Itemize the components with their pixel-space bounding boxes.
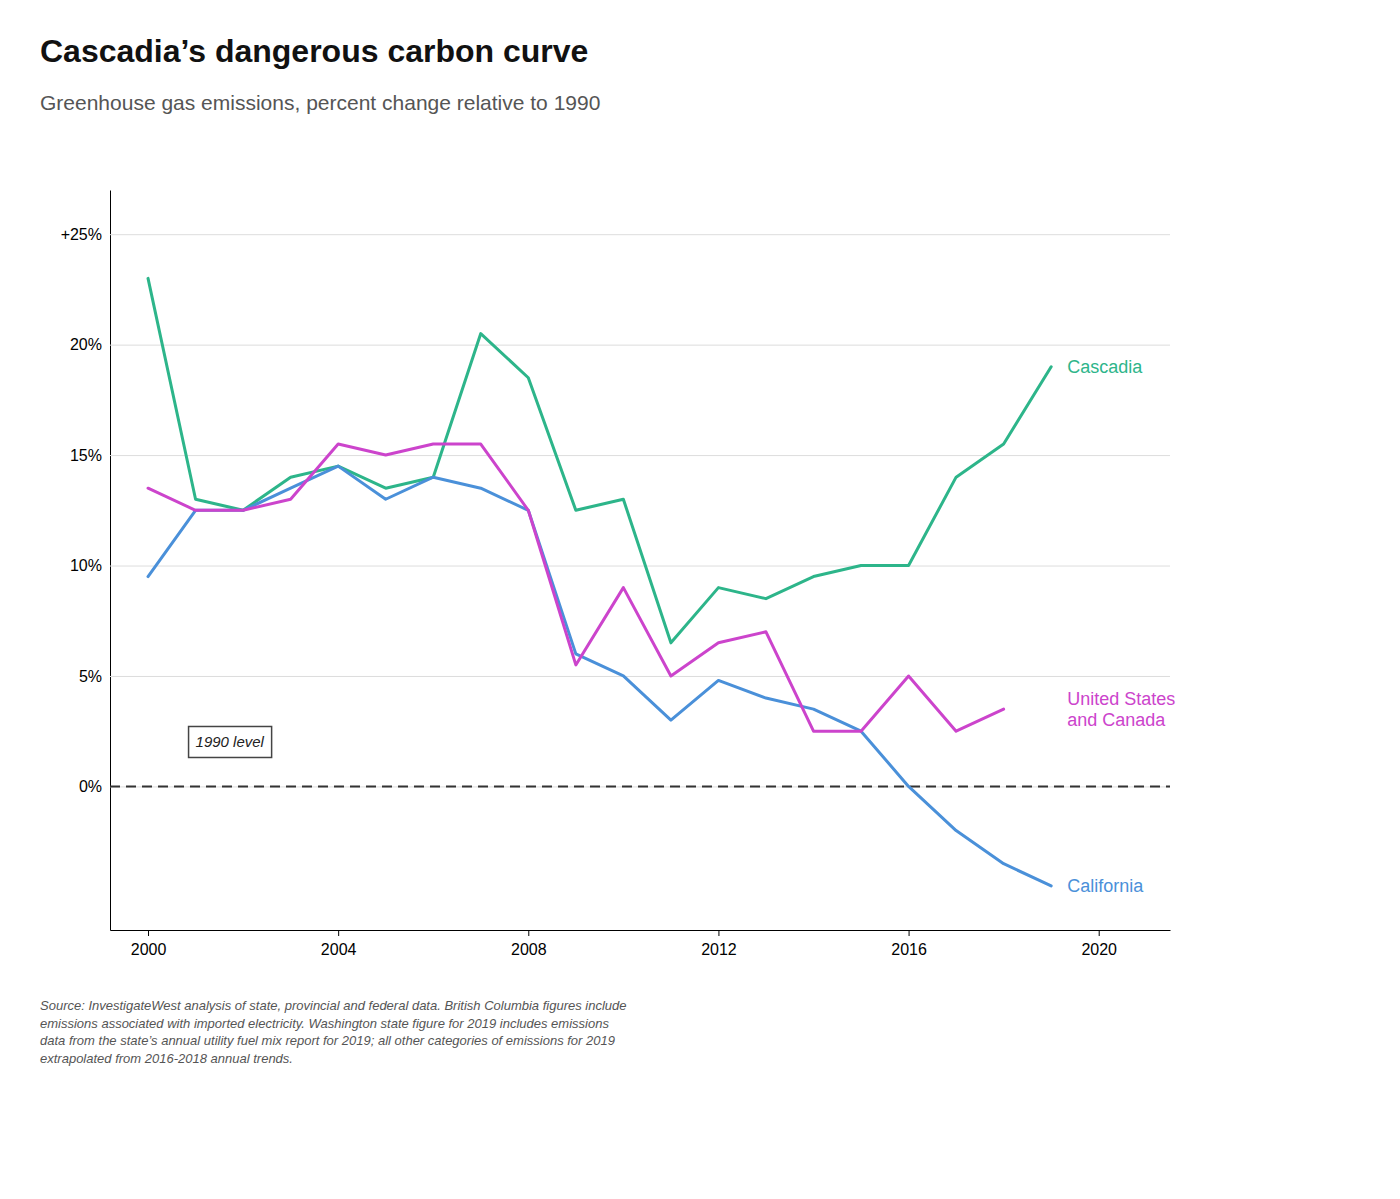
- x-tick-label: 2020: [1081, 941, 1117, 958]
- series-label-line: California: [1067, 876, 1144, 896]
- reference-line: [110, 785, 1170, 787]
- grid-line: [110, 566, 1170, 567]
- tick-mark: [718, 930, 719, 936]
- y-tick-label: 5%: [79, 668, 102, 685]
- series-line: [148, 466, 1051, 886]
- grid-line: [110, 345, 1170, 346]
- y-tick: 10%: [70, 557, 1170, 574]
- series-label-line: United States: [1067, 689, 1175, 709]
- source: Source: InvestigateWest analysis of stat…: [40, 998, 627, 1066]
- source-line: Source: InvestigateWest analysis of stat…: [40, 998, 627, 1013]
- series-line: [148, 278, 1051, 642]
- y-tick-label: 10%: [70, 557, 102, 574]
- plot-area: [110, 278, 1170, 885]
- title: Cascadia’s dangerous carbon curve: [40, 33, 588, 69]
- x-tick: 2016: [891, 930, 927, 958]
- series-label-line: and Canada: [1067, 710, 1166, 730]
- source-line: extrapolated from 2016-2018 annual trend…: [40, 1051, 293, 1066]
- x-axis: 2000 2004 2008 2012 2016 2020: [111, 930, 1171, 958]
- x-tick: 2008: [511, 930, 547, 958]
- x-tick: 2020: [1081, 930, 1117, 958]
- x-axis-line: [111, 930, 1171, 931]
- x-tick: 2012: [701, 930, 737, 958]
- tick-mark: [528, 930, 529, 936]
- grid-line: [110, 676, 1170, 677]
- y-tick-label: 15%: [70, 447, 102, 464]
- series-label: United Statesand Canada: [1067, 689, 1175, 731]
- x-tick: 2004: [321, 930, 357, 958]
- series-label: Cascadia: [1067, 357, 1143, 377]
- grid-line: [110, 786, 1170, 787]
- series-labels: Cascadia California United Statesand Canad…: [1067, 357, 1175, 896]
- tick-mark: [148, 930, 149, 936]
- grid-line: [110, 455, 1170, 456]
- subtitle: Greenhouse gas emissions, percent change…: [40, 91, 600, 114]
- y-tick-label: +25%: [61, 226, 102, 243]
- annotation-text: 1990 level: [196, 733, 265, 750]
- y-axis-line: [110, 191, 111, 931]
- annotation: 1990 level: [189, 726, 272, 757]
- y-tick: 15%: [70, 447, 1170, 464]
- tick-mark: [338, 930, 339, 936]
- y-tick: 20%: [70, 336, 1170, 353]
- x-tick-label: 2004: [321, 941, 357, 958]
- tick-mark: [1099, 930, 1100, 936]
- source-line: data from the state’s annual utility fue…: [40, 1033, 615, 1048]
- y-tick: +25%: [61, 226, 1170, 243]
- series-line: [148, 444, 1004, 731]
- annotations: 1990 level: [189, 726, 272, 757]
- source-line: emissions associated with imported elect…: [40, 1016, 609, 1031]
- x-tick-label: 2016: [891, 941, 927, 958]
- y-tick-label: 0%: [79, 778, 102, 795]
- y-tick: 0%: [79, 778, 1170, 795]
- x-tick-label: 2008: [511, 941, 547, 958]
- tick-mark: [909, 930, 910, 936]
- y-axis: 0% 5% 10% 15% 20% +25%: [61, 191, 1170, 931]
- series-label: California: [1067, 876, 1144, 896]
- x-tick-label: 2000: [131, 941, 167, 958]
- y-tick-label: 20%: [70, 336, 102, 353]
- grid-line: [110, 234, 1170, 235]
- x-tick: 2000: [131, 930, 167, 958]
- chart: Cascadia’s dangerous carbon curve Greenho…: [0, 0, 1400, 1199]
- series-label-line: Cascadia: [1067, 357, 1143, 377]
- annotation-box: [189, 726, 272, 757]
- x-tick-label: 2012: [701, 941, 737, 958]
